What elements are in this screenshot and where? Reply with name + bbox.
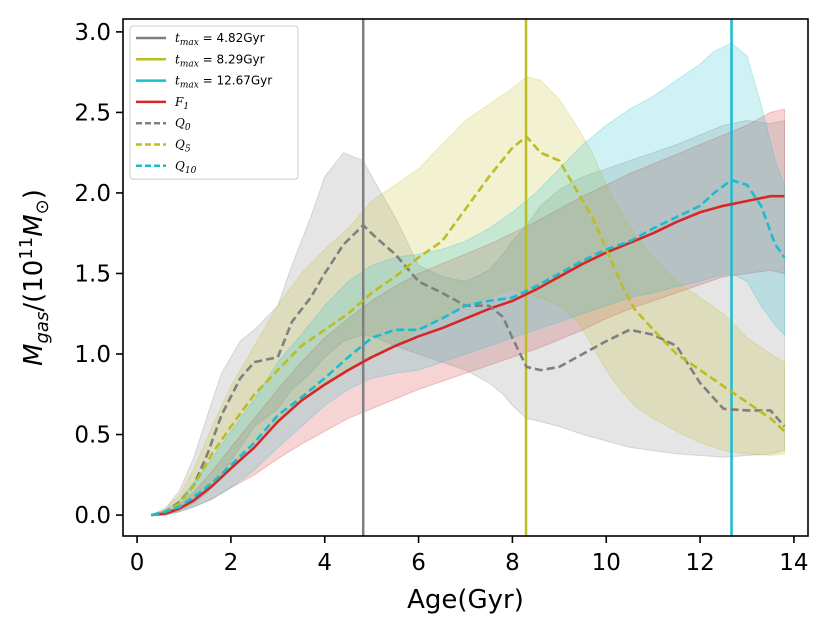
series-lines [150,135,786,517]
y-tick-label: 1.5 [74,261,111,287]
legend-label-q-0: Q0 [175,116,191,133]
ylabel-subscript: gas [32,312,53,344]
band-q-10 [151,42,785,516]
x-tick-label: 6 [411,550,426,576]
legend-label-f-1: F1 [174,95,189,112]
ylabel-text: /(10 [19,260,49,312]
legend-label-q-5: Q5 [175,138,191,155]
x-tick-label: 4 [317,550,332,576]
y-axis-label: Mgas/(1011M⊙) [16,189,53,366]
series-line-f-1 [151,194,785,517]
series-line-q-5 [150,135,786,517]
x-tick-label: 2 [224,550,239,576]
y-tick-label: 3.0 [74,20,111,46]
y-tick-label: 1.0 [74,342,111,368]
x-tick-label: 8 [505,550,520,576]
legend-box [129,25,299,180]
x-axis-label: Age(Gyr) [407,585,524,615]
y-tick-label: 0.5 [74,423,111,449]
legend-label-q-10: Q10 [175,159,197,176]
ylabel-subscript2: ⊙ [32,199,53,214]
legend: tmax = 4.82Gyr tmax = 8.29Gyr tmax = 12.67… [129,25,299,180]
legend-label-t-max-4-82gyr: tmax = 4.82Gyr [175,31,265,48]
y-tick-label: 2.0 [74,181,111,207]
series-line-q-0 [150,223,786,517]
x-tick-label: 10 [592,550,621,576]
band-f-1 [151,108,785,516]
tmax-vertical-lines [361,19,733,536]
x-tick-label: 12 [685,550,714,576]
x-tick-label: 0 [130,550,145,576]
legend-label-t-max-12-67gyr: tmax = 12.67Gyr [175,74,272,91]
y-tick-label: 0.0 [74,503,111,529]
series-line-q-10 [150,178,786,517]
x-tick-label: 14 [779,550,808,576]
plot-frame [122,18,809,537]
ylabel-symbol: M [19,344,49,366]
x-axis-ticks: 0 2 4 6 8 10 12 14 [130,536,809,576]
y-tick-label: 2.5 [74,100,111,126]
y-axis-ticks: 0.0 0.5 1.0 1.5 2.0 2.5 3.0 [74,20,123,529]
ylabel-superscript: 11 [16,237,37,260]
ylabel-symbol2: M [19,214,49,236]
ylabel-close: ) [19,189,49,199]
legend-label-t-max-8-29gyr: tmax = 8.29Gyr [175,52,265,69]
